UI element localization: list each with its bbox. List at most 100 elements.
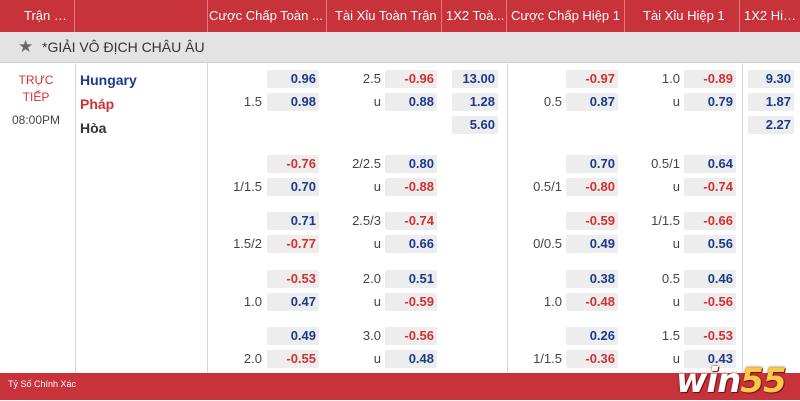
league-name: *GIẢI VÔ ĐỊCH CHÂU ÂU xyxy=(42,39,205,55)
odds-ou-full-over[interactable]: 0.51 xyxy=(385,270,437,288)
odds-handicap-full-away[interactable]: -0.77 xyxy=(267,235,319,253)
ou-line: 1.0 xyxy=(661,71,680,86)
status-live: TRỰC xyxy=(18,73,54,87)
header-ou-full[interactable]: Tài Xỉu Toàn Trận xyxy=(327,0,442,32)
header-match[interactable]: Trận Đấu xyxy=(0,0,75,32)
odds-1x2-full-home[interactable]: 13.00 xyxy=(452,70,498,88)
odds-ou-half-over[interactable]: -0.89 xyxy=(684,70,736,88)
header-spacer xyxy=(75,0,208,32)
odds-ou-full-under[interactable]: -0.88 xyxy=(385,178,437,196)
odds-ou-half-over[interactable]: 0.64 xyxy=(684,155,736,173)
ou-under-label: u xyxy=(373,94,381,109)
odds-ou-full-over[interactable]: 0.80 xyxy=(385,155,437,173)
league-row: ★ *GIẢI VÔ ĐỊCH CHÂU ÂU xyxy=(0,32,800,63)
odds-handicap-full-home[interactable]: -0.53 xyxy=(267,270,319,288)
odds-handicap-full-home[interactable]: 0.71 xyxy=(267,212,319,230)
odds-handicap-half-home[interactable]: -0.97 xyxy=(566,70,618,88)
odds-handicap-full-away[interactable]: 0.70 xyxy=(267,178,319,196)
header-handicap-half[interactable]: Cược Chấp Hiệp 1 xyxy=(507,0,625,32)
odds-handicap-half-home[interactable]: -0.59 xyxy=(566,212,618,230)
odds-ou-full-over[interactable]: -0.96 xyxy=(385,70,437,88)
divider xyxy=(207,62,208,373)
match-time: 08:00PM xyxy=(11,113,61,127)
odds-1x2-half-draw[interactable]: 2.27 xyxy=(748,116,794,134)
handicap-line: 0.5 xyxy=(543,94,562,109)
away-team[interactable]: Pháp xyxy=(80,96,115,112)
odds-handicap-half-home[interactable]: 0.70 xyxy=(566,155,618,173)
odds-ou-half-under[interactable]: 0.56 xyxy=(684,235,736,253)
odds-handicap-half-away[interactable]: 0.87 xyxy=(566,93,618,111)
ou-line: 0.5 xyxy=(661,271,680,286)
ou-line: 2.5/3 xyxy=(352,213,381,228)
table-header: Trận Đấu Cược Chấp Toàn ... Tài Xỉu Toàn… xyxy=(0,0,800,32)
handicap-line: 0/0.5 xyxy=(533,236,562,251)
handicap-line: 1.5 xyxy=(243,94,262,109)
odds-ou-half-under[interactable]: 0.79 xyxy=(684,93,736,111)
odds-ou-half-over[interactable]: -0.53 xyxy=(684,327,736,345)
ou-under-label: u xyxy=(373,351,381,366)
odds-handicap-full-away[interactable]: 0.98 xyxy=(267,93,319,111)
odds-ou-full-under[interactable]: 0.48 xyxy=(385,350,437,368)
handicap-line: 1/1.5 xyxy=(533,351,562,366)
ou-under-label: u xyxy=(672,179,680,194)
footer-bar: Tỷ Số Chính Xác xyxy=(0,373,800,400)
odds-ou-half-under[interactable]: -0.74 xyxy=(684,178,736,196)
handicap-line: 1.0 xyxy=(243,294,262,309)
ou-line: 3.0 xyxy=(362,328,381,343)
status-live: TIẾP xyxy=(22,90,50,104)
ou-under-label: u xyxy=(373,294,381,309)
odds-ou-full-under[interactable]: -0.59 xyxy=(385,293,437,311)
handicap-line: 1.5/2 xyxy=(233,236,262,251)
header-handicap-full[interactable]: Cược Chấp Toàn ... xyxy=(207,0,327,32)
ou-line: 2.5 xyxy=(362,71,381,86)
home-team[interactable]: Hungary xyxy=(80,72,137,88)
odds-handicap-full-away[interactable]: 0.47 xyxy=(267,293,319,311)
divider xyxy=(507,62,508,373)
odds-handicap-half-home[interactable]: 0.26 xyxy=(566,327,618,345)
footer-label[interactable]: Tỷ Số Chính Xác xyxy=(8,379,77,389)
ou-line: 1.5 xyxy=(661,328,680,343)
handicap-line: 1/1.5 xyxy=(233,179,262,194)
odds-handicap-half-away[interactable]: -0.80 xyxy=(566,178,618,196)
divider xyxy=(75,62,76,373)
ou-line: 2/2.5 xyxy=(352,156,381,171)
odds-handicap-half-away[interactable]: -0.48 xyxy=(566,293,618,311)
ou-under-label: u xyxy=(672,351,680,366)
brand-logo: win55 xyxy=(676,361,787,401)
odds-handicap-half-away[interactable]: 0.49 xyxy=(566,235,618,253)
draw-label: Hòa xyxy=(80,120,107,136)
ou-under-label: u xyxy=(373,236,381,251)
odds-ou-half-over[interactable]: -0.66 xyxy=(684,212,736,230)
star-icon[interactable]: ★ xyxy=(18,37,34,56)
odds-1x2-full-away[interactable]: 1.28 xyxy=(452,93,498,111)
odds-handicap-full-home[interactable]: -0.76 xyxy=(267,155,319,173)
header-ou-half[interactable]: Tài Xỉu Hiệp 1 xyxy=(625,0,740,32)
odds-1x2-half-home[interactable]: 9.30 xyxy=(748,70,794,88)
ou-under-label: u xyxy=(672,94,680,109)
odds-handicap-full-away[interactable]: -0.55 xyxy=(267,350,319,368)
odds-handicap-half-home[interactable]: 0.38 xyxy=(566,270,618,288)
handicap-line: 1.0 xyxy=(543,294,562,309)
odds-handicap-full-home[interactable]: 0.49 xyxy=(267,327,319,345)
ou-line: 1/1.5 xyxy=(651,213,680,228)
ou-under-label: u xyxy=(672,236,680,251)
ou-line: 0.5/1 xyxy=(651,156,680,171)
odds-handicap-half-away[interactable]: -0.36 xyxy=(566,350,618,368)
odds-ou-full-over[interactable]: -0.56 xyxy=(385,327,437,345)
ou-under-label: u xyxy=(373,179,381,194)
ou-under-label: u xyxy=(672,294,680,309)
odds-1x2-half-away[interactable]: 1.87 xyxy=(748,93,794,111)
odds-ou-full-under[interactable]: 0.66 xyxy=(385,235,437,253)
odds-ou-half-over[interactable]: 0.46 xyxy=(684,270,736,288)
divider xyxy=(742,62,743,373)
header-1x2-full[interactable]: 1X2 Toà... xyxy=(442,0,507,32)
odds-ou-half-under[interactable]: -0.56 xyxy=(684,293,736,311)
odds-ou-half-under[interactable]: 0.43 xyxy=(684,350,736,368)
odds-ou-full-under[interactable]: 0.88 xyxy=(385,93,437,111)
header-1x2-half[interactable]: 1X2 Hiệ... xyxy=(744,8,800,23)
handicap-line: 0.5/1 xyxy=(533,179,562,194)
odds-ou-full-over[interactable]: -0.74 xyxy=(385,212,437,230)
odds-handicap-full-home[interactable]: 0.96 xyxy=(267,70,319,88)
odds-1x2-full-draw[interactable]: 5.60 xyxy=(452,116,498,134)
handicap-line: 2.0 xyxy=(243,351,262,366)
